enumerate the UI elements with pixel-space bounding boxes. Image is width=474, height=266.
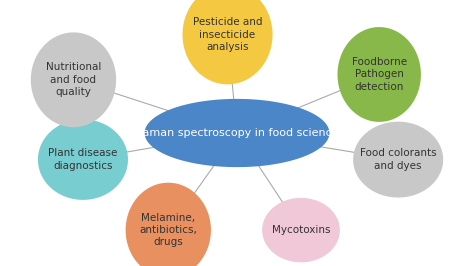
Text: Mycotoxins: Mycotoxins (272, 225, 330, 235)
Polygon shape (31, 32, 116, 127)
Text: Foodborne
Pathogen
detection: Foodborne Pathogen detection (352, 57, 407, 92)
Text: Food colorants
and dyes: Food colorants and dyes (360, 148, 437, 171)
Polygon shape (262, 198, 340, 262)
Text: Raman spectroscopy in food science: Raman spectroscopy in food science (135, 128, 339, 138)
Text: Nutritional
and food
quality: Nutritional and food quality (46, 63, 101, 97)
Polygon shape (353, 122, 443, 198)
Polygon shape (182, 0, 273, 84)
Polygon shape (126, 183, 211, 266)
Polygon shape (38, 119, 128, 200)
Text: Pesticide and
insecticide
analysis: Pesticide and insecticide analysis (193, 17, 262, 52)
Text: Plant disease
diagnostics: Plant disease diagnostics (48, 148, 118, 171)
Text: Melamine,
antibiotics,
drugs: Melamine, antibiotics, drugs (139, 213, 197, 247)
Polygon shape (145, 99, 329, 167)
Polygon shape (337, 27, 421, 122)
